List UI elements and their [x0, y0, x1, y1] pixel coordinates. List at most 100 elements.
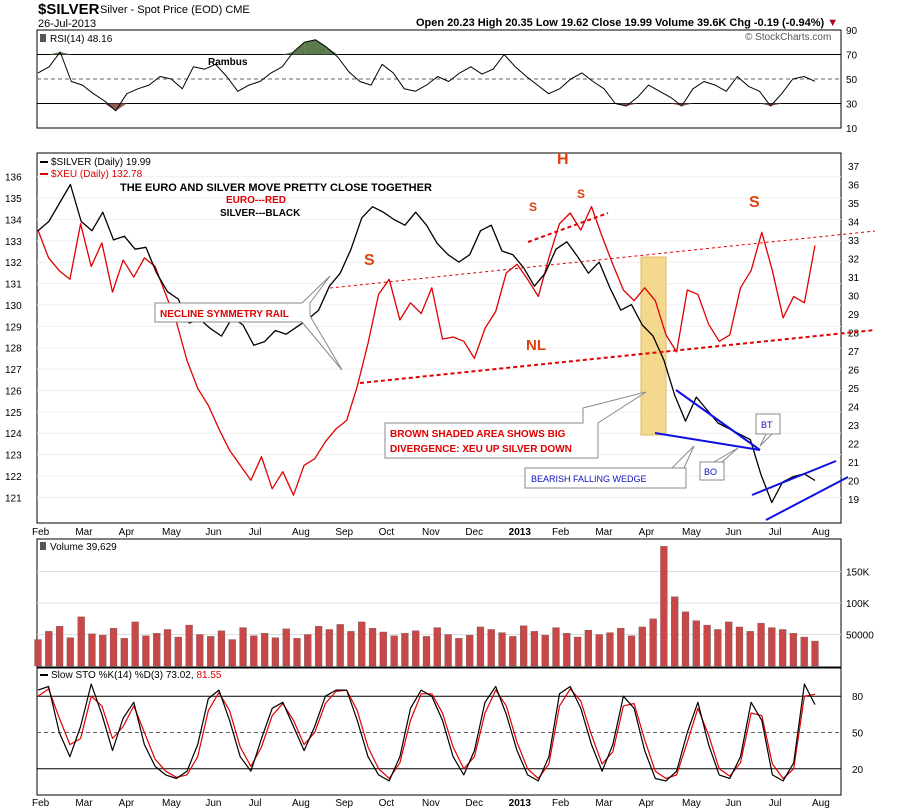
rsi-annotation: Rambus [208, 57, 248, 68]
rsi-overbought-fill [304, 39, 316, 55]
x-tick-label-bottom: Nov [422, 798, 440, 809]
volume-bar [45, 631, 53, 667]
x-tick-label-bottom: Feb [32, 798, 50, 809]
bt-callout-box [755, 413, 781, 447]
volume-bar [293, 638, 301, 667]
rsi-label: RSI(14) 48.16 [50, 34, 113, 45]
xeu-legend: $XEU (Daily) 132.78 [51, 169, 143, 180]
rsi-tick-label: 50 [846, 75, 858, 86]
rsi-overbought-fill [60, 52, 72, 55]
price-right-tick-label: 20 [848, 476, 860, 487]
quote-bar: Open 20.23 High 20.35 Low 19.62 Close 19… [416, 17, 838, 29]
price-left-tick-label: 124 [5, 429, 22, 440]
wedge-callout-box [524, 445, 695, 489]
x-tick-label-top: Feb [552, 527, 570, 538]
sto-tick-label: 20 [852, 765, 864, 776]
price-left-tick-label: 134 [5, 215, 22, 226]
volume-bar [509, 636, 517, 667]
neckline-callout-text: NECLINE SYMMETRY RAIL [160, 309, 289, 320]
x-tick-label-bottom: Oct [379, 798, 395, 809]
x-tick-label-top: Oct [379, 527, 395, 538]
x-tick-label-top: Sep [335, 527, 353, 538]
volume-bar [228, 639, 236, 667]
volume-bar [314, 626, 323, 667]
silver-line [37, 183, 816, 504]
volume-bar [358, 621, 366, 667]
volume-bar [800, 636, 808, 667]
price-grid: 136 135 134 133 132 131 130 129 128 127 126 125 124 1… [5, 162, 860, 506]
x-tick-label-bottom: Aug [812, 798, 830, 809]
volume-tick-label: 50000 [846, 631, 874, 642]
price-right-tick-label: 27 [848, 347, 860, 358]
rsi-tick-label: 30 [846, 100, 858, 111]
x-tick-label-top: Dec [465, 527, 483, 538]
x-tick-label-bottom: May [162, 798, 181, 809]
price-right-tick-label: 24 [848, 402, 860, 413]
volume-bar [163, 629, 172, 667]
x-tick-label-top: Nov [422, 527, 440, 538]
volume-bar [573, 636, 582, 667]
price-right-tick-label: 23 [848, 421, 860, 432]
rsi-tick-label: 90 [846, 26, 858, 37]
price-right-tick-label: 36 [848, 180, 860, 191]
volume-bar [638, 626, 646, 667]
volume-bar [649, 618, 657, 667]
head-label: H [557, 151, 569, 168]
x-tick-label-bottom: May [682, 798, 701, 809]
price-left-tick-label: 126 [5, 386, 22, 397]
volume-bar [34, 639, 42, 667]
volume-bar [530, 631, 539, 667]
price-left-tick-label: 136 [5, 173, 22, 184]
volume-bar [595, 634, 603, 667]
volume-bar [660, 546, 668, 667]
volume-bar [153, 633, 161, 667]
rsi-oversold-fill [770, 103, 782, 106]
chart-date: 26-Jul-2013 [38, 18, 97, 30]
x-tick-label-bottom: Jul [769, 798, 782, 809]
price-right-tick-label: 19 [848, 495, 860, 506]
stochastic-panel: 80 50 20 [37, 683, 864, 782]
wedge-lower-line [654, 432, 761, 451]
volume-bar [99, 634, 107, 667]
volume-bar [271, 637, 280, 667]
volume-bar [422, 636, 431, 667]
x-tick-label-bottom: Dec [465, 798, 483, 809]
volume-bar [390, 635, 398, 667]
volume-bar [88, 633, 96, 667]
exchange-text: CME [225, 4, 250, 16]
left-shoulder-small-label: S [529, 200, 537, 214]
volume-bar [757, 623, 765, 667]
x-tick-label-top: Jul [249, 527, 262, 538]
volume-bar [304, 634, 312, 667]
head-neckline-dashed [527, 212, 609, 243]
volume-bar [681, 611, 690, 667]
x-tick-label-top: Jul [769, 527, 782, 538]
volume-bar [455, 638, 463, 667]
volume-bar [325, 629, 333, 667]
x-tick-label-bottom: Jun [205, 798, 221, 809]
volume-bar [77, 616, 85, 667]
volume-bar [779, 629, 787, 667]
x-tick-label-top: Jun [725, 527, 741, 538]
price-left-tick-label: 129 [5, 322, 22, 333]
rsi-tick-label: 10 [846, 124, 858, 135]
xeu-line [37, 205, 816, 496]
volume-bar [347, 631, 355, 667]
symbol-description: Silver - Spot Price (EOD) CME [100, 4, 250, 16]
price-left-tick-label: 125 [5, 408, 22, 419]
rsi-icon [40, 34, 46, 42]
price-right-tick-label: 26 [848, 365, 860, 376]
x-tick-label-top: Jun [205, 527, 221, 538]
x-tick-label-top: May [682, 527, 701, 538]
symbol-title: $SILVER [38, 1, 100, 18]
description-text: Silver - Spot Price (EOD) [100, 4, 223, 16]
x-tick-label-top: Feb [32, 527, 50, 538]
x-tick-label-bottom: Sep [335, 798, 353, 809]
volume-bar [250, 635, 258, 667]
rsi-panel: 90 70 50 30 10 [37, 26, 858, 135]
volume-bar [606, 632, 614, 667]
price-panel-frame [36, 152, 842, 524]
divergence-callout-box [384, 391, 647, 459]
price-right-tick-label: 22 [848, 439, 860, 450]
volume-bar [617, 628, 625, 667]
